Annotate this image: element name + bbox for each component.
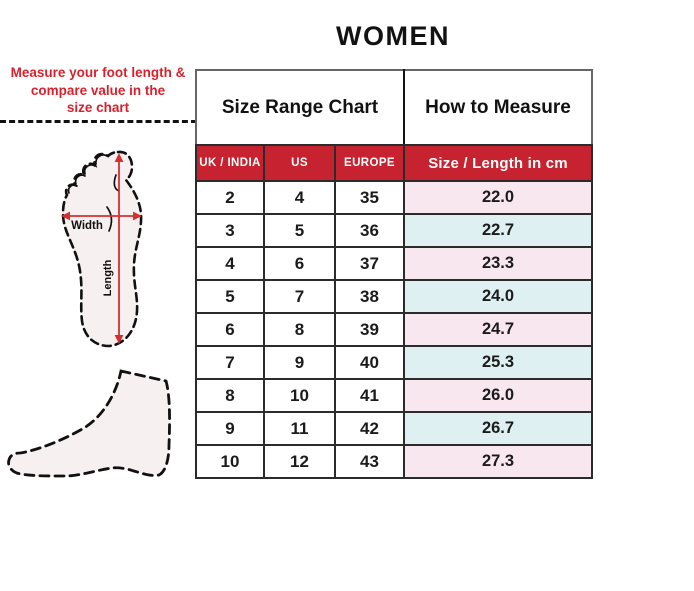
cell-europe: 40 (333, 345, 406, 380)
cell-length-cm: 22.7 (403, 213, 594, 248)
cell-length-cm: 22.0 (403, 180, 594, 215)
length-label: Length (102, 259, 114, 296)
table-row: 5 7 38 24.0 (195, 279, 594, 314)
cell-europe: 41 (333, 378, 406, 413)
cell-uk-india: 8 (195, 378, 265, 413)
cell-europe: 36 (333, 213, 406, 248)
cell-length-cm: 26.0 (403, 378, 594, 413)
cell-us: 9 (263, 345, 336, 380)
cell-length-cm: 27.3 (403, 444, 594, 479)
table-row: 9 11 42 26.7 (195, 411, 594, 446)
cell-us: 7 (263, 279, 336, 314)
cell-length-cm: 26.7 (403, 411, 594, 446)
section-header-how-to-measure: How to Measure (403, 69, 594, 146)
table-row: 4 6 37 23.3 (195, 246, 594, 281)
cell-us: 8 (263, 312, 336, 347)
cell-uk-india: 6 (195, 312, 265, 347)
cell-length-cm: 24.7 (403, 312, 594, 347)
cell-length-cm: 25.3 (403, 345, 594, 380)
column-header-uk-india: UK / INDIA (195, 144, 265, 182)
cell-europe: 42 (333, 411, 406, 446)
cell-us: 10 (263, 378, 336, 413)
size-chart-table-container: Size Range Chart How to Measure UK / IND… (194, 69, 594, 479)
foot-outline (61, 150, 143, 348)
cell-uk-india: 9 (195, 411, 265, 446)
table-row: 6 8 39 24.7 (195, 312, 594, 347)
cell-europe: 38 (333, 279, 406, 314)
length-arrow (114, 153, 124, 344)
table-row: 8 10 41 26.0 (195, 378, 594, 413)
foot-side-outline (7, 369, 171, 478)
cell-uk-india: 2 (195, 180, 265, 215)
column-header-europe: EUROPE (333, 144, 406, 182)
cell-uk-india: 3 (195, 213, 265, 248)
column-header-size-length-cm: Size / Length in cm (403, 144, 594, 182)
size-chart-table: Size Range Chart How to Measure UK / IND… (194, 69, 594, 479)
cell-europe: 39 (333, 312, 406, 347)
dashed-separator (0, 120, 197, 123)
foot-top-view-diagram: Width Length (61, 150, 143, 348)
table-row: 7 9 40 25.3 (195, 345, 594, 380)
section-header-row: Size Range Chart How to Measure (194, 69, 594, 146)
table-row: 3 5 36 22.7 (195, 213, 594, 248)
cell-length-cm: 23.3 (403, 246, 594, 281)
width-arrow (61, 211, 142, 221)
instruction-line: Measure your foot length & (10, 65, 186, 80)
page-title: WOMEN (336, 21, 450, 51)
section-header-size-range-chart: Size Range Chart (194, 69, 406, 146)
cell-uk-india: 4 (195, 246, 265, 281)
cell-europe: 35 (333, 180, 406, 215)
cell-uk-india: 5 (195, 279, 265, 314)
cell-us: 4 (263, 180, 336, 215)
cell-uk-india: 7 (195, 345, 265, 380)
cell-europe: 37 (333, 246, 406, 281)
cell-us: 6 (263, 246, 336, 281)
cell-uk-india: 10 (195, 444, 265, 479)
instruction-line: compare value in the (30, 82, 166, 98)
cell-us: 5 (263, 213, 336, 248)
width-label: Width (71, 220, 103, 232)
cell-europe: 43 (333, 444, 406, 479)
cell-us: 11 (263, 411, 336, 446)
instruction-line: size chart (66, 100, 130, 115)
column-header-us: US (263, 144, 336, 182)
instruction-text: Measure your foot length & compare value… (2, 64, 194, 117)
cell-us: 12 (263, 444, 336, 479)
column-header-row: UK / INDIA US EUROPE Size / Length in cm (195, 144, 594, 182)
table-row: 10 12 43 27.3 (195, 444, 594, 479)
table-row: 2 4 35 22.0 (195, 180, 594, 215)
cell-length-cm: 24.0 (403, 279, 594, 314)
toe-crease-lines (67, 154, 120, 232)
foot-side-view-diagram (7, 369, 171, 478)
